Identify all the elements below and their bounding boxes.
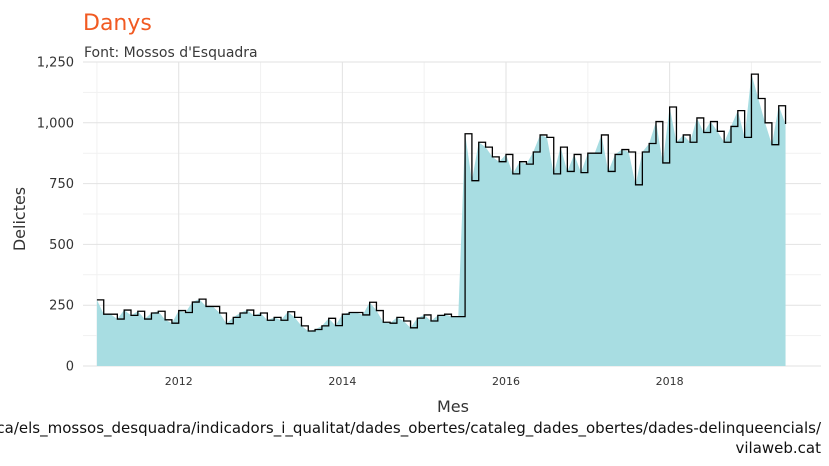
chart-title: Danys xyxy=(83,11,152,36)
series-step-line xyxy=(96,73,787,332)
y-tick-label: 750 xyxy=(49,177,74,192)
y-tick-label: 1,000 xyxy=(37,116,74,131)
y-axis-label: Delictes xyxy=(10,187,29,251)
y-tick-label: 250 xyxy=(49,299,74,314)
area-layer xyxy=(96,74,786,366)
x-tick-label: 2012 xyxy=(165,375,193,388)
step-layer xyxy=(96,73,787,332)
series-area xyxy=(96,74,786,366)
caption-site: vilaweb.cat xyxy=(735,439,821,457)
y-tick-label: 1,250 xyxy=(37,56,74,71)
chart-subtitle: Font: Mossos d'Esquadra xyxy=(84,45,258,61)
y-tick-label: 500 xyxy=(49,238,74,253)
y-axis-ticks: 0 250 500 750 1,000 1,250 xyxy=(37,56,74,375)
x-axis-label: Mes xyxy=(437,397,469,416)
x-tick-label: 2016 xyxy=(492,375,520,388)
caption-source-url: https://mossos.gencat.cat/ca/els_mossos_… xyxy=(0,419,822,438)
y-tick-label: 0 xyxy=(66,360,74,375)
x-axis-ticks: 2012 2014 2016 2018 xyxy=(165,375,684,388)
x-tick-label: 2018 xyxy=(656,375,684,388)
x-tick-label: 2014 xyxy=(328,375,356,388)
